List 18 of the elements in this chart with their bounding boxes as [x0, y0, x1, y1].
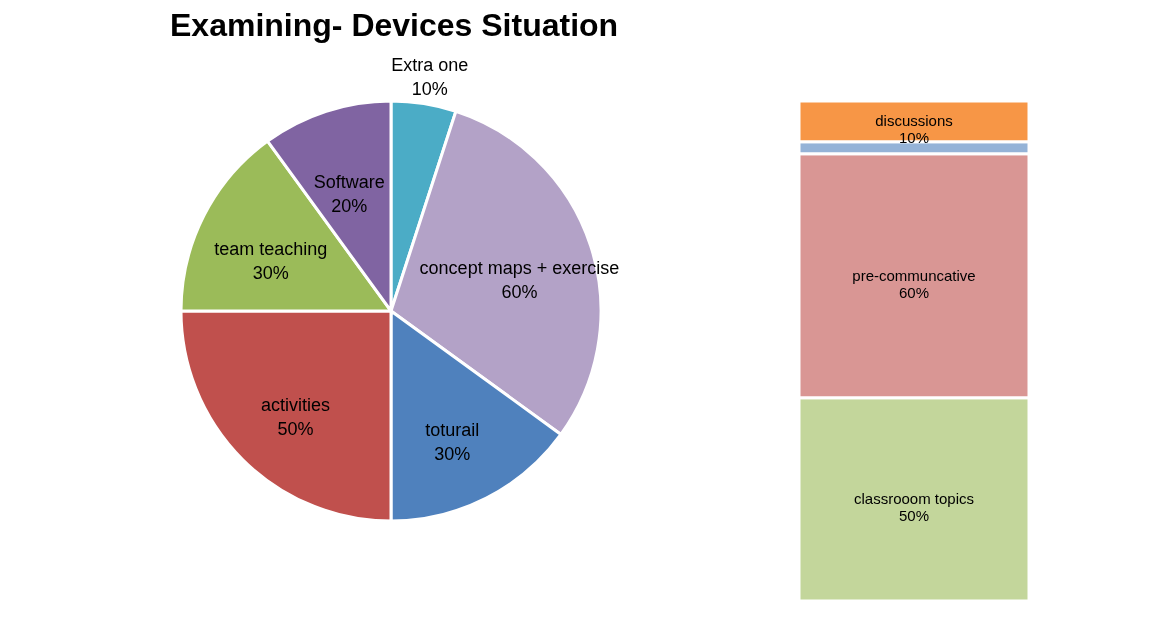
slice-label: Extra one — [391, 55, 469, 76]
data-label: 30% — [434, 444, 471, 465]
data-label: 50% — [277, 419, 314, 440]
data-label: 50% — [898, 507, 930, 525]
data-label: 30% — [252, 262, 289, 283]
data-label: 20% — [331, 195, 368, 216]
slice-label: concept maps + exercise — [419, 258, 620, 279]
series-label: discussions — [875, 112, 953, 130]
data-label: 60% — [898, 283, 930, 301]
slice-label: Software — [313, 171, 385, 192]
series-label: pre-communcative — [852, 266, 976, 284]
chart-title: Examining- Devices Situation — [170, 7, 619, 44]
series-label: classrooom topics — [853, 490, 975, 508]
slice-label: activities — [261, 395, 331, 416]
data-label: 60% — [501, 282, 538, 303]
slice-label: team teaching — [214, 238, 328, 259]
data-label: 10% — [411, 79, 448, 100]
slice-label: toturail — [425, 420, 480, 441]
